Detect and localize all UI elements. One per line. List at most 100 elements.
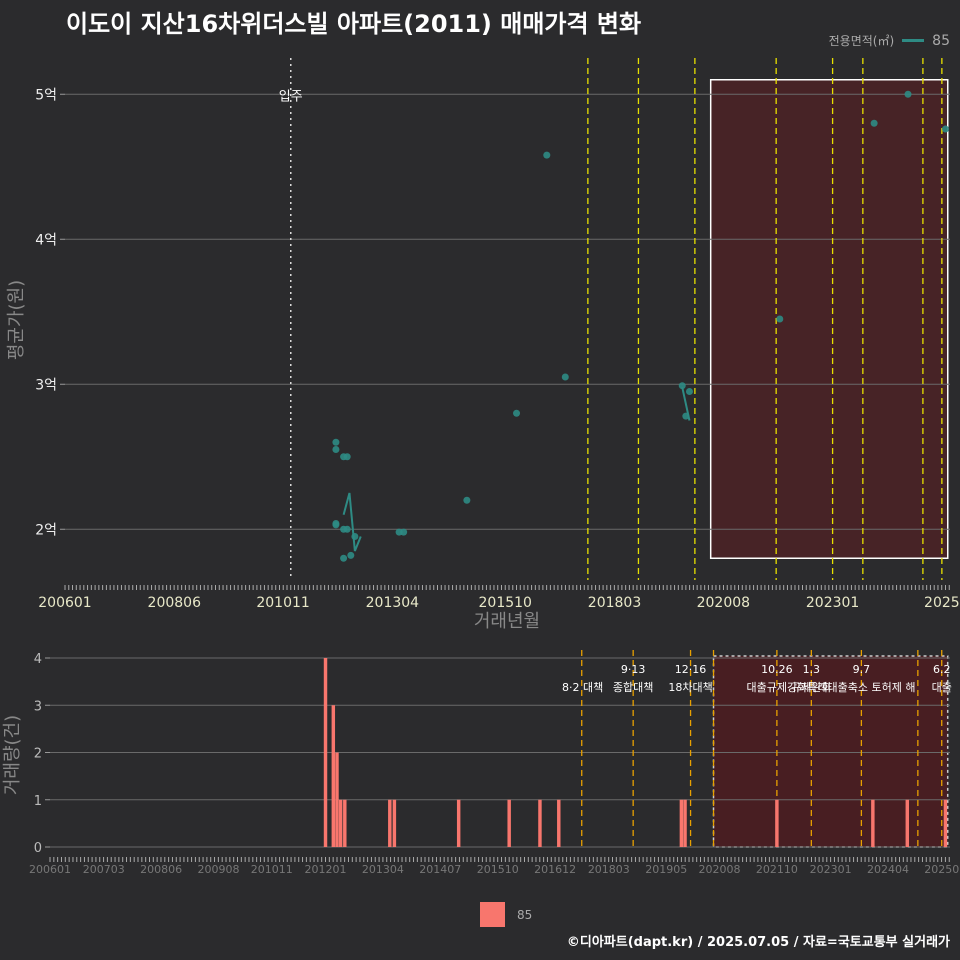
data-point xyxy=(332,521,340,529)
data-point xyxy=(347,551,355,559)
x-tick-label: 201905 xyxy=(645,863,687,876)
data-point xyxy=(685,388,693,395)
occupancy-label: 입주 xyxy=(279,89,303,104)
data-point xyxy=(332,438,340,446)
x-axis-title: 거래년월 xyxy=(474,611,540,632)
y-tick-label: 3억 xyxy=(35,377,57,393)
x-tick-label: 201510 xyxy=(479,595,532,611)
x-tick-label: 201407 xyxy=(419,863,461,876)
policy-label-date: 9·13 xyxy=(621,663,646,676)
legend-bar-swatch xyxy=(480,902,505,927)
data-point xyxy=(870,119,878,127)
x-tick-label: 201011 xyxy=(256,595,309,611)
data-point xyxy=(351,533,359,540)
bar xyxy=(905,799,910,847)
policy-label-name: 대출 xyxy=(932,681,952,694)
bar xyxy=(507,799,511,847)
data-point xyxy=(561,373,569,381)
bar xyxy=(775,799,779,847)
legend-bar-label: 85 xyxy=(517,907,533,922)
data-point xyxy=(941,125,949,133)
bar xyxy=(335,752,339,847)
policy-label-name: 8·2 대책 xyxy=(562,681,603,694)
x-tick-label: 202301 xyxy=(810,863,852,876)
bar xyxy=(456,799,461,847)
x-tick-label: 201612 xyxy=(534,863,576,876)
x-tick-label: 201510 xyxy=(477,863,519,876)
y-tick-label: 4 xyxy=(34,652,42,667)
bar xyxy=(557,799,561,847)
data-point xyxy=(343,453,351,461)
y-axis-title: 거래량(건) xyxy=(2,715,23,795)
chart-title: 이도이 지산16차위더스빌 아파트(2011) 매매가격 변화 xyxy=(66,10,642,38)
legend-series-label: 85 xyxy=(932,32,950,49)
x-tick-label: 20250 xyxy=(924,863,959,876)
x-tick-label: 200908 xyxy=(198,863,240,876)
y-axis-title: 평균가(원) xyxy=(6,280,27,360)
x-tick-label: 201304 xyxy=(362,863,404,876)
y-tick-label: 2 xyxy=(34,747,42,762)
x-tick-label: 201011 xyxy=(251,863,293,876)
x-tick-label: 2025 xyxy=(924,595,960,611)
x-tick-label: 201201 xyxy=(305,863,347,876)
data-point xyxy=(682,412,690,420)
x-tick-label: 200806 xyxy=(148,595,202,611)
x-tick-label: 200601 xyxy=(29,863,71,876)
policy-label-name: 특례대출축소 토허제 해 xyxy=(807,680,915,694)
bar xyxy=(392,799,397,847)
x-tick-label: 201803 xyxy=(588,863,630,876)
highlight-region xyxy=(709,79,949,559)
data-point xyxy=(543,151,551,159)
data-point xyxy=(340,554,348,562)
bar xyxy=(388,799,392,847)
x-tick-label: 202008 xyxy=(698,863,740,876)
x-tick-label: 202301 xyxy=(806,595,859,611)
x-tick-label: 200806 xyxy=(140,863,182,876)
data-point xyxy=(332,446,340,453)
bar xyxy=(331,705,336,847)
x-tick-label: 201304 xyxy=(366,595,420,611)
x-tick-label: 202110 xyxy=(756,863,798,876)
policy-label-date: 9.7 xyxy=(853,663,871,676)
bar xyxy=(323,658,328,847)
data-point xyxy=(343,525,351,533)
y-tick-label: 5억 xyxy=(35,87,57,103)
x-tick-label: 200601 xyxy=(38,595,91,611)
legend-title: 전용면적(㎡) xyxy=(828,34,895,48)
x-tick-label: 202404 xyxy=(867,863,909,876)
y-tick-label: 0 xyxy=(34,841,42,856)
series-line xyxy=(342,492,362,552)
y-tick-label: 2억 xyxy=(35,522,57,538)
policy-label-date: 12·16 xyxy=(675,663,707,676)
footer-credit: ©디아파트(dapt.kr) / 2025.07.05 / 자료=국토교통부 실… xyxy=(566,935,950,950)
legend-top: 전용면적(㎡) 85 xyxy=(829,32,950,49)
y-tick-label: 1 xyxy=(34,794,42,809)
data-point xyxy=(463,496,471,504)
legend-line-swatch xyxy=(902,39,925,42)
x-tick-label: 201803 xyxy=(588,595,641,611)
data-point xyxy=(678,382,686,390)
policy-label-date: 1.3 xyxy=(803,663,821,676)
policy-label-date: 10.26 xyxy=(761,663,793,676)
policy-label-name: 대출규제강화 xyxy=(747,681,808,694)
bar xyxy=(943,799,948,847)
policy-label-name: 18차대책 xyxy=(668,681,712,694)
bar xyxy=(679,799,684,847)
bar xyxy=(343,799,347,847)
bar xyxy=(871,799,875,847)
policy-label-date: 6.2 xyxy=(933,663,951,676)
policy-label-name: 종합대책 xyxy=(613,681,653,694)
data-point xyxy=(776,315,784,323)
y-tick-label: 3 xyxy=(34,699,42,714)
x-tick-label: 202008 xyxy=(697,595,750,611)
x-tick-label: 200703 xyxy=(83,863,125,876)
data-point xyxy=(513,409,521,417)
data-point xyxy=(400,528,408,536)
bar xyxy=(683,799,687,847)
bar xyxy=(338,799,343,847)
y-tick-label: 4억 xyxy=(35,232,57,248)
legend-bottom: 85 xyxy=(480,902,532,927)
data-point xyxy=(904,90,912,98)
policy-label-name: 규제완화 xyxy=(791,681,831,694)
